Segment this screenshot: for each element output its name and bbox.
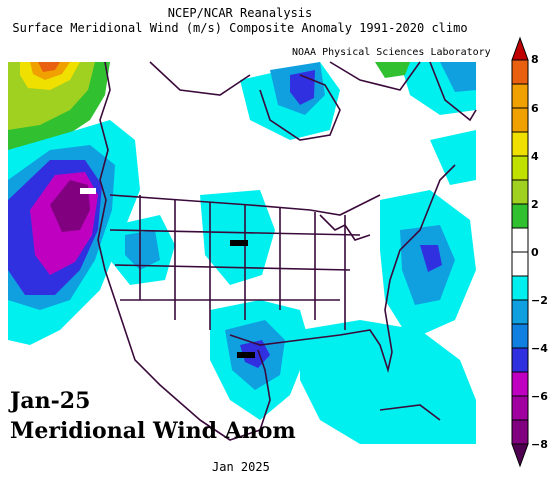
colorbar-segment xyxy=(511,347,529,373)
colorbar-segment xyxy=(511,275,529,301)
colorbar-bottom-arrow xyxy=(511,443,529,468)
colorbar-tick: 2 xyxy=(531,198,539,211)
colorbar-segment xyxy=(511,83,529,109)
positive-anomaly-region xyxy=(8,62,110,150)
marker-black xyxy=(237,352,255,358)
title-line-2: Surface Meridional Wind (m/s) Composite … xyxy=(12,21,468,35)
colorbar-tick: −4 xyxy=(531,342,548,355)
colorbar-segment xyxy=(511,251,529,277)
colorbar-segment xyxy=(511,419,529,445)
colorbar-segment xyxy=(511,227,529,253)
colorbar xyxy=(511,36,529,468)
colorbar-tick: 4 xyxy=(531,150,539,163)
colorbar-segment xyxy=(511,395,529,421)
colorbar-tick: 6 xyxy=(531,102,539,115)
colorbar-segment xyxy=(511,179,529,205)
colorbar-segment xyxy=(511,107,529,133)
title-line-1: NCEP/NCAR Reanalysis xyxy=(167,6,313,20)
colorbar-segment xyxy=(511,299,529,325)
colorbar-tick: −6 xyxy=(531,390,548,403)
colorbar-segment xyxy=(511,59,529,85)
colorbar-segment xyxy=(511,131,529,157)
colorbar-tick: 0 xyxy=(531,246,539,259)
colorbar-top-arrow xyxy=(511,36,529,61)
coastlines-borders xyxy=(97,61,477,441)
positive-anomaly-blob xyxy=(375,62,410,78)
marker-black xyxy=(230,240,248,246)
marker-white xyxy=(80,188,96,194)
overlay-variable: Meridional Wind Anom xyxy=(10,418,296,444)
colorbar-tick: −8 xyxy=(531,438,548,451)
colorbar-segment xyxy=(511,155,529,181)
colorbar-segment xyxy=(511,371,529,397)
overlay-date: Jan-25 xyxy=(10,388,91,414)
colorbar-segment xyxy=(511,323,529,349)
colorbar-tick: −2 xyxy=(531,294,548,307)
colorbar-segment xyxy=(511,203,529,229)
credit-label: NOAA Physical Sciences Laboratory xyxy=(292,47,491,58)
colorbar-tick: 8 xyxy=(531,53,539,66)
period-label: Jan 2025 xyxy=(212,460,270,474)
negative-anomaly-region xyxy=(8,62,476,444)
